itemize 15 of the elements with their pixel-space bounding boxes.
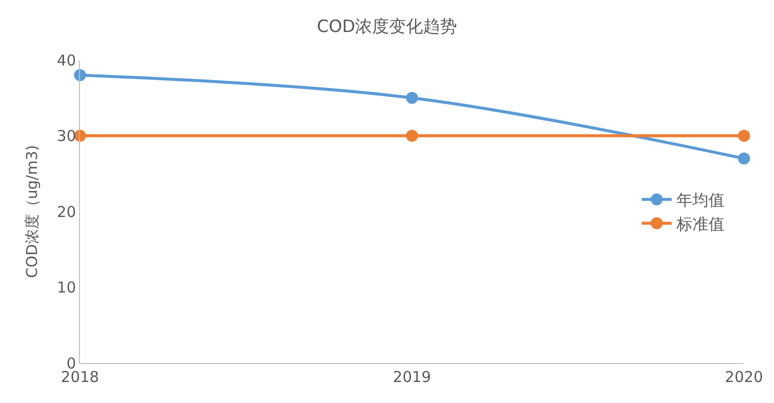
- y-axis-title: COD浓度（ug/m3): [23, 145, 42, 278]
- x-tick-label: 2019: [392, 368, 432, 386]
- point: [74, 69, 86, 82]
- y-tick-label: 10: [56, 278, 76, 296]
- y-tick-label: 40: [56, 51, 76, 70]
- point: [738, 152, 750, 164]
- legend-label: 标准值: [676, 214, 725, 234]
- point: [406, 130, 418, 142]
- y-tick-label: 30: [56, 127, 76, 145]
- chart-title: COD浓度变化趋势: [316, 17, 458, 38]
- point: [738, 130, 750, 142]
- y-tick-label: 20: [56, 202, 76, 221]
- point: [406, 92, 418, 104]
- legend-label: 年均值: [676, 190, 725, 210]
- x-tick-label: 2020: [724, 368, 764, 386]
